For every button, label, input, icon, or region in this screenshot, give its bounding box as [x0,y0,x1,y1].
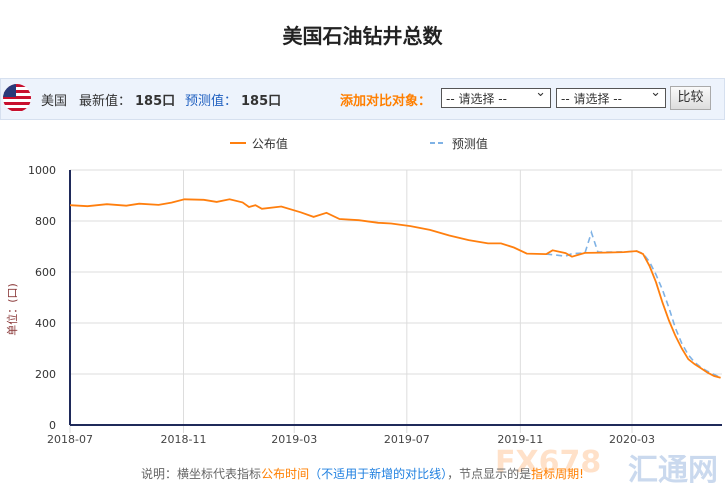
x-tick-label: 2019-03 [271,433,317,446]
x-tick-label: 2019-07 [384,433,430,446]
watermark-logo-cn: 汇通网 [628,453,718,488]
note-blue: （不适用于新增的对比线） [309,467,448,481]
legend-actual[interactable]: 公布值 [230,135,288,152]
y-tick-label: 200 [35,368,56,381]
legend-solid-line-icon [230,142,246,144]
page-title: 美国石油钻井总数 [282,24,443,48]
y-tick-label: 400 [35,317,56,330]
forecast-series-line [546,229,721,379]
note-text-2: ，节点显示的是 [447,467,532,481]
latest-label: 最新值： [79,94,132,109]
compare-label: 添加对比对象： [340,94,432,109]
y-tick-label: 0 [49,419,56,432]
footnote: 说明：横坐标代表指标公布时间（不适用于新增的对比线），节点显示的是指标周期! [0,465,725,482]
line-chart: 0 200 400 600 800 1000 2018-07 2018-11 2019-03 20… [5,164,722,446]
x-tick-label: 2018-11 [161,433,207,446]
legend-dashed-line-icon [430,142,446,144]
actual-series-line [69,198,721,379]
forecast-label: 预测值： [185,94,238,109]
x-tick-label: 2019-11 [497,433,543,446]
toolbar: 美国 最新值： 185口 预测值： 185口 添加对比对象： -- 请选择 --… [0,78,725,120]
note-end: ! [579,467,584,481]
legend-actual-label: 公布值 [251,137,288,151]
latest-value: 185口 [135,94,176,109]
forecast-value: 185口 [241,94,282,109]
country-label: 美国 [41,94,68,109]
compare-select-1[interactable]: -- 请选择 -- [441,85,551,108]
note-text: 说明：横坐标代表指标 [141,467,262,481]
note-highlight-2: 指标周期 [531,467,580,481]
compare-button[interactable]: 比较 [670,86,711,110]
y-tick-label: 600 [35,266,56,279]
note-highlight: 公布时间 [261,467,310,481]
x-tick-label: 2018-07 [47,433,93,446]
y-tick-label: 1000 [28,164,56,177]
watermark-logo: FX678 [495,445,602,480]
y-tick-label: 800 [35,215,56,228]
compare-select-2[interactable]: -- 请选择 -- [556,85,666,108]
legend-forecast[interactable]: 预测值 [430,135,488,152]
x-tick-label: 2020-03 [609,433,655,446]
us-flag-icon [3,84,31,112]
legend-forecast-label: 预测值 [451,137,488,151]
y-axis-label: 单位：(口) [5,283,19,336]
